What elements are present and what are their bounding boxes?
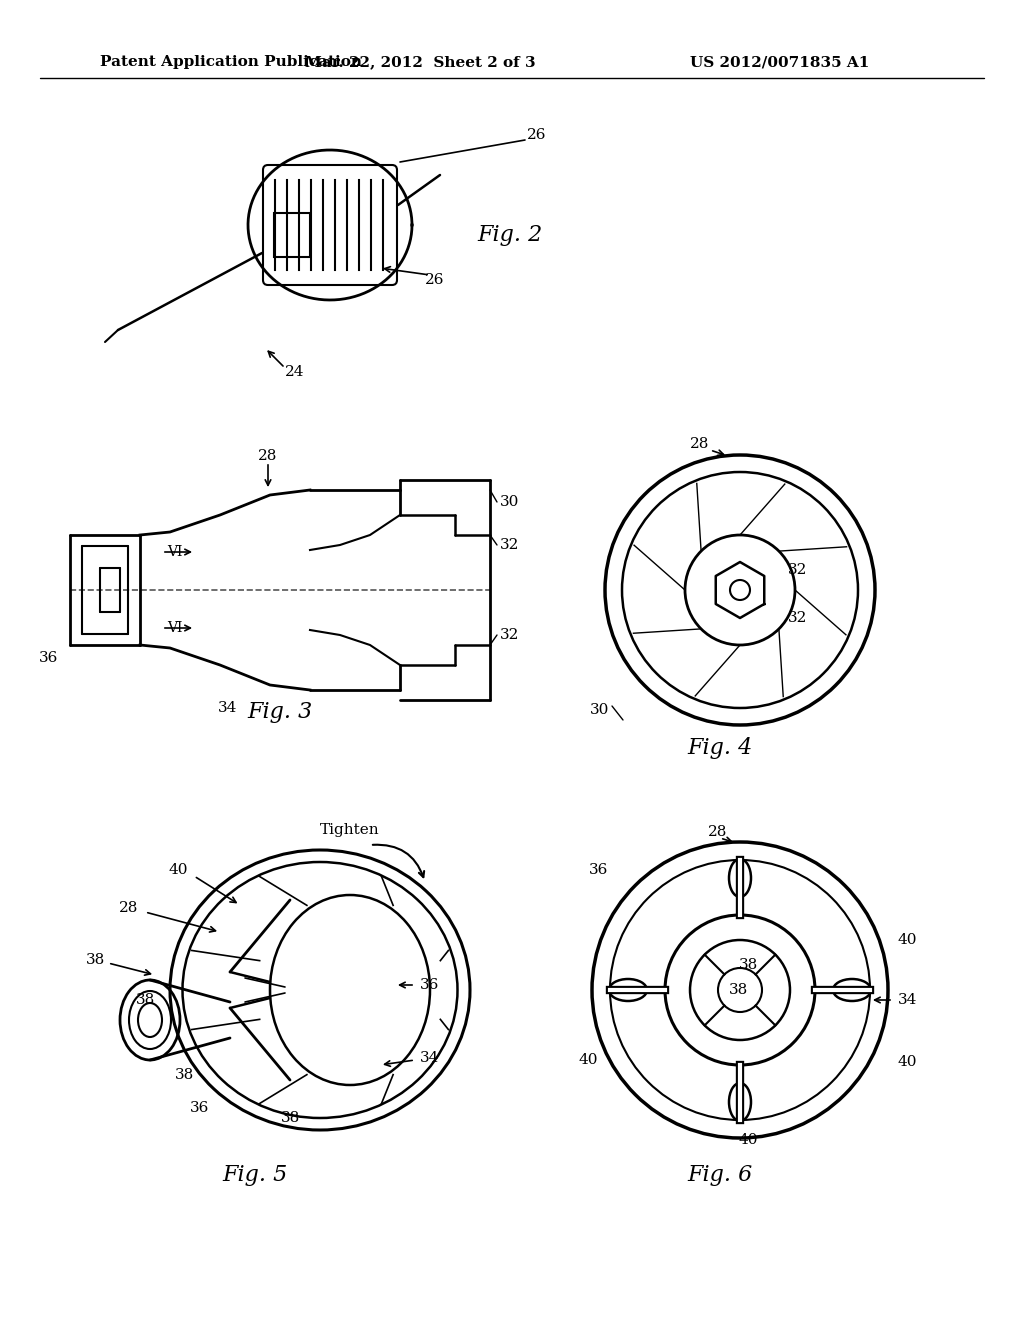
Text: 40: 40 (898, 933, 918, 946)
Text: 28: 28 (258, 449, 278, 463)
Text: 32: 32 (500, 539, 519, 552)
Ellipse shape (729, 859, 751, 898)
Text: VI: VI (167, 620, 182, 635)
Text: 40: 40 (168, 863, 187, 876)
Text: 40: 40 (738, 1133, 758, 1147)
Text: VI: VI (167, 545, 182, 558)
Text: 40: 40 (898, 1055, 918, 1069)
Text: 36: 36 (589, 863, 608, 876)
Text: US 2012/0071835 A1: US 2012/0071835 A1 (690, 55, 869, 69)
Text: 38: 38 (86, 953, 105, 968)
Text: 28: 28 (709, 825, 728, 840)
Text: 38: 38 (175, 1068, 195, 1082)
Text: 30: 30 (500, 495, 519, 510)
Bar (274, 213, 310, 257)
Text: 38: 38 (281, 1111, 300, 1125)
Text: Fig. 3: Fig. 3 (248, 701, 312, 723)
Text: Fig. 6: Fig. 6 (687, 1164, 753, 1185)
Text: 38: 38 (738, 958, 758, 972)
Text: 34: 34 (898, 993, 918, 1007)
Text: 36: 36 (420, 978, 439, 993)
Text: 38: 38 (728, 983, 748, 997)
Text: 30: 30 (590, 704, 609, 717)
Text: 32: 32 (788, 611, 808, 624)
Text: 28: 28 (690, 437, 710, 451)
Text: Fig. 4: Fig. 4 (687, 737, 753, 759)
Text: 28: 28 (119, 902, 138, 915)
Text: 36: 36 (190, 1101, 210, 1115)
Text: Fig. 2: Fig. 2 (477, 224, 543, 246)
Text: 26: 26 (425, 273, 444, 286)
Text: 26: 26 (527, 128, 547, 143)
Text: 38: 38 (136, 993, 155, 1007)
Text: Tighten: Tighten (321, 822, 380, 837)
Ellipse shape (833, 979, 871, 1001)
Text: Patent Application Publication: Patent Application Publication (100, 55, 362, 69)
Text: 40: 40 (579, 1053, 598, 1067)
Text: Fig. 5: Fig. 5 (222, 1164, 288, 1185)
Text: 32: 32 (500, 628, 519, 642)
Ellipse shape (609, 979, 647, 1001)
Text: 36: 36 (39, 651, 58, 665)
Ellipse shape (729, 1082, 751, 1121)
Text: 34: 34 (420, 1051, 439, 1065)
Text: 24: 24 (286, 366, 305, 379)
Text: Mar. 22, 2012  Sheet 2 of 3: Mar. 22, 2012 Sheet 2 of 3 (305, 55, 536, 69)
Text: 32: 32 (788, 564, 808, 577)
Text: 34: 34 (218, 701, 238, 715)
